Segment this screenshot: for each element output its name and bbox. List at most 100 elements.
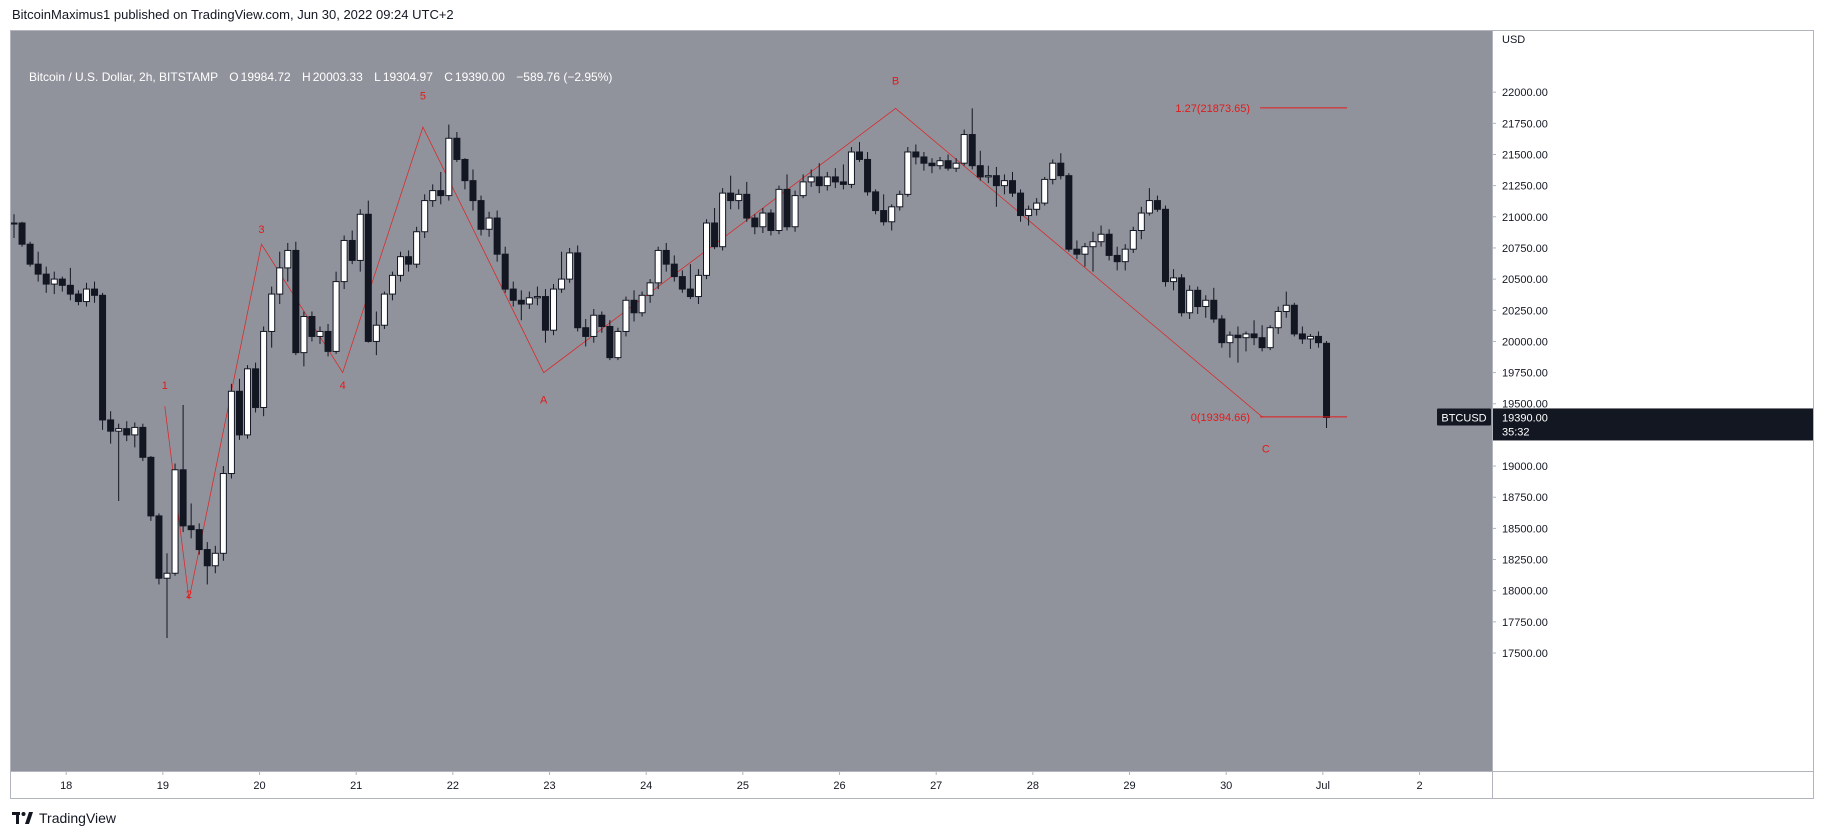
candle-up bbox=[622, 299, 630, 332]
candle-down bbox=[123, 428, 131, 436]
candle-down bbox=[751, 217, 759, 228]
candle-down bbox=[66, 284, 74, 295]
candle-down bbox=[99, 294, 107, 421]
candle-down bbox=[928, 162, 936, 167]
candle-up bbox=[735, 193, 743, 202]
candle-up bbox=[421, 200, 429, 233]
candle-up bbox=[268, 293, 276, 332]
candle-down bbox=[864, 158, 872, 193]
time-tick-label: 26 bbox=[833, 780, 845, 792]
candle-down bbox=[686, 288, 694, 298]
candle-up bbox=[485, 217, 493, 230]
time-axis-panel bbox=[11, 771, 1492, 798]
candle-up bbox=[566, 252, 574, 280]
candle-up bbox=[533, 296, 541, 299]
candle-down bbox=[920, 156, 928, 164]
candle-down bbox=[1290, 304, 1298, 335]
time-tick-label: 28 bbox=[1027, 780, 1039, 792]
price-chart[interactable]: USD 17500.00 17750.00 18000.00 18250.00 18500… bbox=[11, 31, 1814, 799]
candle-down bbox=[743, 193, 751, 219]
candle-up bbox=[1202, 299, 1210, 308]
time-tick-label: 29 bbox=[1123, 780, 1135, 792]
price-tick-label: 18750.00 bbox=[1502, 492, 1548, 504]
candle-down bbox=[292, 249, 300, 354]
candle-down bbox=[678, 276, 686, 290]
candle-up bbox=[904, 151, 912, 195]
candle-down bbox=[1008, 180, 1016, 194]
candle-down bbox=[179, 469, 187, 527]
time-tick-label: 22 bbox=[447, 780, 459, 792]
candle-up bbox=[429, 190, 437, 202]
candle-down bbox=[187, 525, 195, 531]
legend-change: −589.76 (−2.95%) bbox=[516, 70, 613, 84]
candle-up bbox=[775, 188, 783, 231]
candle-up bbox=[936, 160, 944, 167]
candle-down bbox=[1234, 334, 1242, 339]
candle-up bbox=[694, 274, 702, 298]
candle-down bbox=[1065, 175, 1073, 250]
candle-up bbox=[1242, 333, 1250, 339]
price-tick-label: 21250.00 bbox=[1502, 181, 1548, 193]
legend-symbol: Bitcoin / U.S. Dollar, 2h, BITSTAMP bbox=[29, 70, 218, 84]
candle-up bbox=[984, 175, 992, 178]
candle-up bbox=[1186, 289, 1194, 314]
candle-down bbox=[461, 158, 469, 182]
price-tick-label: 20750.00 bbox=[1502, 243, 1548, 255]
candle-down bbox=[477, 200, 485, 230]
wave-label: B bbox=[892, 76, 899, 88]
candle-down bbox=[606, 325, 614, 359]
candle-up bbox=[1089, 241, 1097, 248]
price-tick-label: 17750.00 bbox=[1502, 617, 1548, 629]
candle-up bbox=[260, 330, 268, 408]
candle-down bbox=[501, 253, 509, 290]
candle-up bbox=[1170, 277, 1178, 283]
countdown-label: 35:32 bbox=[1502, 426, 1530, 438]
candle-up bbox=[50, 278, 58, 285]
candle-up bbox=[372, 324, 380, 342]
candle-up bbox=[807, 176, 815, 183]
candle-up bbox=[1306, 335, 1314, 340]
candle-down bbox=[976, 165, 984, 178]
candle-up bbox=[163, 572, 171, 579]
candle-up bbox=[1129, 229, 1137, 250]
price-tick-label: 20250.00 bbox=[1502, 305, 1548, 317]
candle-up bbox=[1097, 233, 1105, 243]
tradingview-logo-icon bbox=[12, 812, 33, 824]
candle-up bbox=[1226, 334, 1234, 344]
candle-down bbox=[815, 176, 823, 187]
candle-down bbox=[839, 181, 847, 185]
fib-level-label: 1.27(21873.65) bbox=[1175, 103, 1250, 115]
last-price-label: 19390.00 bbox=[1502, 412, 1548, 424]
candle-down bbox=[1258, 337, 1266, 349]
candle-down bbox=[711, 222, 719, 248]
legend-close-label: C bbox=[444, 70, 453, 84]
candle-up bbox=[888, 206, 896, 223]
candle-up bbox=[823, 176, 831, 187]
candle-down bbox=[203, 549, 211, 567]
time-tick-label: 20 bbox=[253, 780, 265, 792]
candle-up bbox=[1041, 178, 1049, 204]
candle-up bbox=[638, 294, 646, 314]
wave-label: 1 bbox=[162, 380, 168, 392]
candle-up bbox=[276, 267, 284, 295]
candle-up bbox=[799, 181, 807, 197]
candle-down bbox=[1113, 254, 1121, 263]
candle-down bbox=[1161, 208, 1169, 283]
candle-down bbox=[1250, 333, 1258, 339]
candle-down bbox=[992, 175, 1000, 187]
candle-down bbox=[598, 314, 606, 327]
candle-down bbox=[1153, 200, 1161, 210]
last-price-tag-background bbox=[1493, 408, 1813, 441]
candle-down bbox=[42, 273, 50, 285]
candle-up bbox=[1025, 208, 1033, 217]
candle-up bbox=[380, 293, 388, 326]
candle-up bbox=[1121, 248, 1129, 263]
candle-down bbox=[727, 192, 735, 202]
candle-up bbox=[1274, 311, 1282, 329]
candle-down bbox=[195, 529, 203, 551]
publisher-credit: BitcoinMaximus1 published on TradingView… bbox=[12, 7, 454, 22]
candle-down bbox=[968, 134, 976, 167]
candle-down bbox=[630, 299, 638, 314]
candle-down bbox=[107, 419, 115, 432]
chart-frame[interactable]: USD 17500.00 17750.00 18000.00 18250.00 18500… bbox=[10, 30, 1814, 799]
